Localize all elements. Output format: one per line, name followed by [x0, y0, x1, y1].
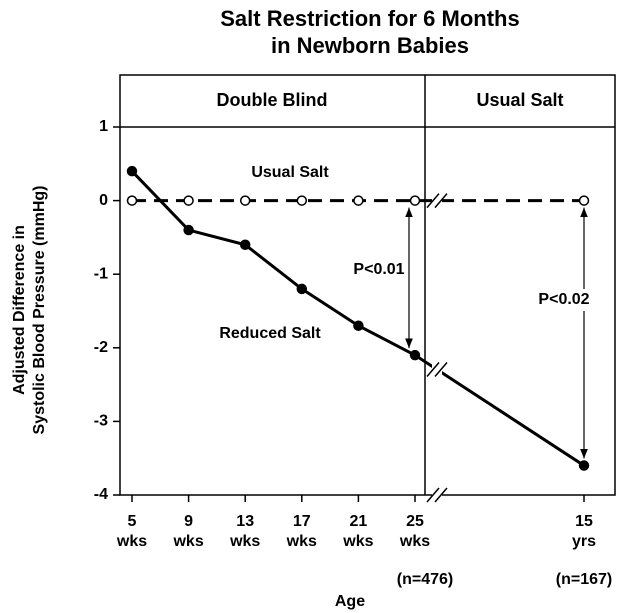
- point: [578, 195, 590, 206]
- plot-frame: [119, 74, 616, 496]
- series-line: [130, 170, 585, 467]
- y-tick-label: 0: [99, 192, 108, 209]
- point: [183, 195, 194, 206]
- chart-title: Salt Restriction for 6 Months: [220, 6, 519, 31]
- point: [353, 320, 364, 331]
- point: [183, 224, 194, 236]
- comparison-label: P<0.01: [353, 261, 404, 278]
- series-label: Reduced Salt: [219, 325, 321, 342]
- y-tick-label: 1: [99, 118, 108, 135]
- point: [296, 195, 308, 206]
- break-mark: [426, 193, 440, 209]
- x-tick-label: 13 wks: [229, 513, 260, 550]
- point: [409, 195, 421, 206]
- sample-size: (n=167): [556, 571, 612, 588]
- break-gap: [432, 192, 442, 209]
- x-tick-label: 25 wks: [399, 513, 430, 550]
- break-mark: [426, 487, 440, 503]
- point: [239, 239, 251, 251]
- point: [409, 349, 421, 361]
- break-mark: [434, 487, 448, 503]
- chart-title: in Newborn Babies: [271, 33, 469, 58]
- series-label: Usual Salt: [251, 164, 329, 181]
- point: [126, 165, 138, 177]
- x-tick-label: 5 wks: [116, 513, 147, 550]
- x-tick-label: 21 wks: [342, 513, 373, 550]
- break-mark: [434, 193, 448, 209]
- x-tick-label: 17 wks: [286, 513, 317, 550]
- break-mark: [426, 362, 440, 378]
- section-label: Usual Salt: [476, 90, 563, 110]
- point: [239, 195, 251, 206]
- y-axis-label: Adjusted Difference in: [11, 225, 28, 395]
- x-axis-label: Age: [335, 593, 365, 610]
- section-label: Double Blind: [217, 90, 328, 110]
- y-tick-label: -1: [94, 265, 108, 282]
- sample-size: (n=476): [397, 571, 453, 588]
- y-axis-label: Systolic Blood Pressure (mmHg): [31, 186, 48, 435]
- x-tick-label: 15 yrs: [572, 513, 596, 550]
- break-gap: [432, 492, 442, 498]
- y-tick-label: -3: [94, 413, 108, 430]
- point: [296, 283, 308, 295]
- label-bg: [534, 289, 594, 311]
- break-gap: [432, 361, 442, 378]
- point: [353, 195, 364, 206]
- comparison-label: P<0.02: [538, 291, 589, 308]
- y-tick-label: -4: [94, 486, 108, 503]
- point: [578, 460, 590, 471]
- point: [126, 195, 138, 206]
- y-tick-label: -2: [94, 339, 108, 356]
- x-tick-label: 9 wks: [172, 513, 203, 550]
- break-mark: [434, 362, 448, 378]
